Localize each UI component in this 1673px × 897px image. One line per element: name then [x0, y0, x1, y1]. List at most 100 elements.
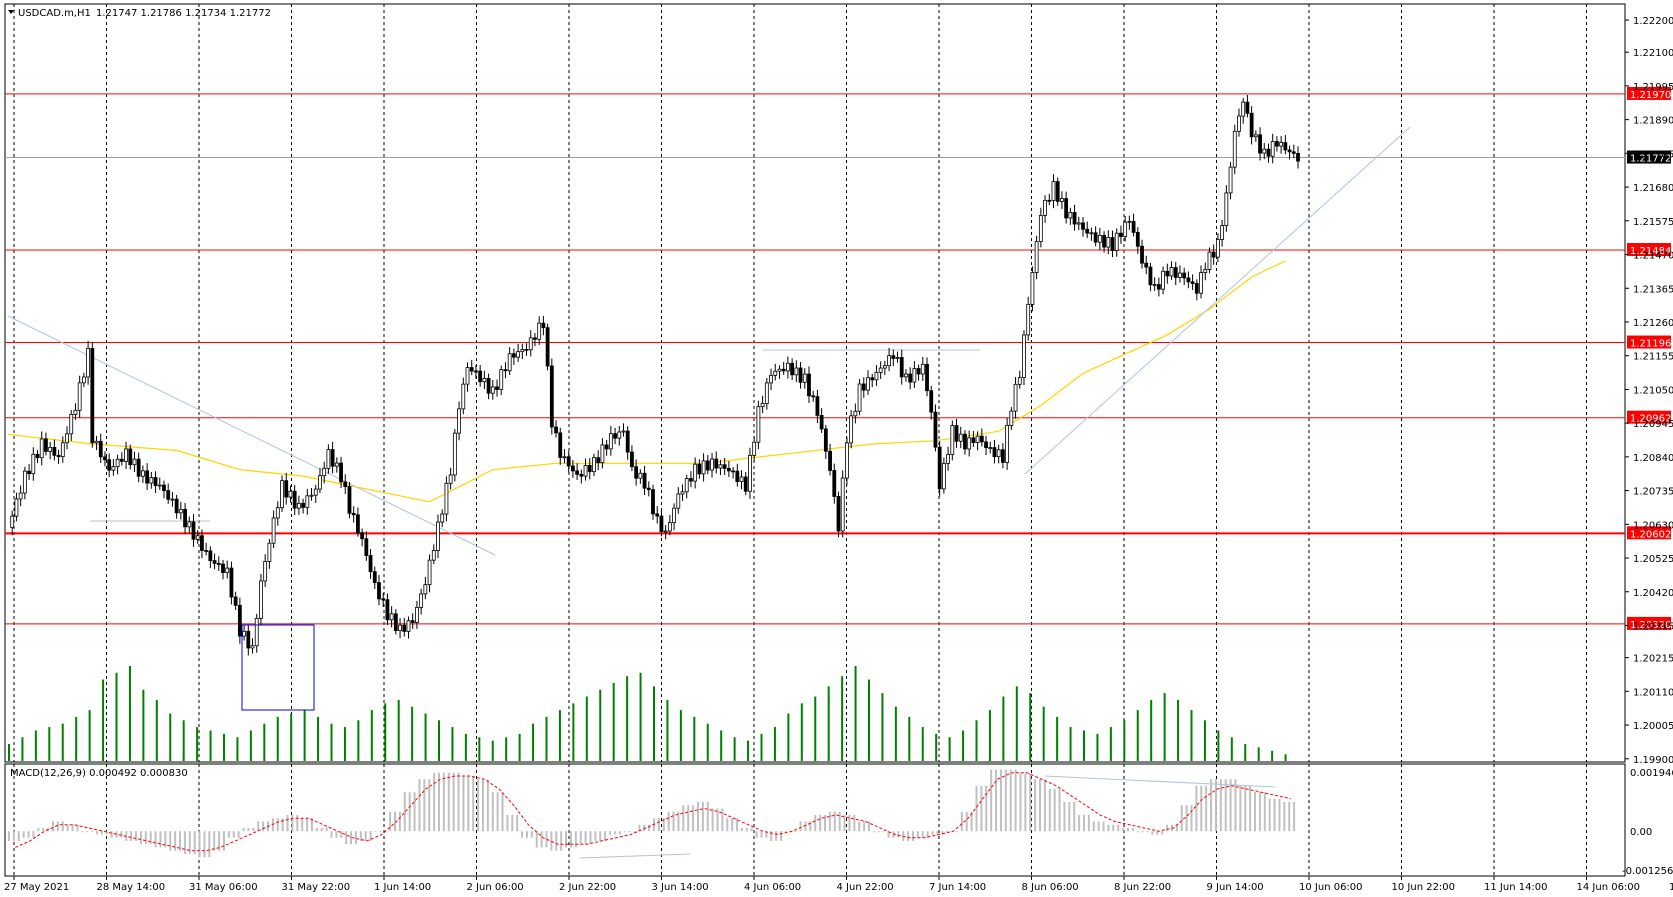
- macd-histogram-bar: [696, 801, 699, 832]
- candle-body: [874, 371, 879, 381]
- candle-body: [642, 472, 647, 489]
- candle-body: [1022, 334, 1026, 378]
- macd-histogram-bar: [301, 818, 304, 832]
- macd-histogram-bar: [1034, 779, 1037, 832]
- candle-body: [1241, 101, 1246, 117]
- candle-body: [1076, 222, 1081, 225]
- candle-body: [1135, 232, 1140, 247]
- volume-bar: [1163, 693, 1166, 761]
- volume-bar: [209, 730, 212, 761]
- macd-histogram-bar: [1234, 779, 1237, 832]
- volume-bar: [894, 706, 897, 761]
- dropdown-triangle-icon[interactable]: [8, 10, 14, 14]
- ma-line: [7, 260, 1286, 503]
- candle-body: [533, 337, 537, 340]
- macd-histogram-bar: [701, 801, 704, 832]
- candle-body: [1026, 303, 1031, 336]
- candle-body: [170, 498, 175, 501]
- candle-body: [659, 515, 664, 533]
- macd-histogram-bar: [291, 814, 294, 832]
- macd-histogram-bar: [643, 824, 646, 832]
- candle-body: [845, 442, 849, 479]
- candle-body: [271, 517, 276, 544]
- candle-body: [634, 466, 639, 479]
- macd-histogram-bar: [965, 811, 968, 832]
- macd-histogram-bar: [721, 808, 724, 832]
- candle-body: [65, 433, 69, 444]
- candle-body: [689, 478, 693, 482]
- candle-body: [1114, 232, 1119, 251]
- macd-histogram-bar: [872, 831, 875, 833]
- macd-histogram-bar: [579, 831, 582, 845]
- candle-body: [1194, 283, 1199, 294]
- candle-body: [1119, 232, 1123, 237]
- macd-histogram-bar: [863, 821, 866, 832]
- candle-body: [326, 449, 331, 469]
- candle-body: [178, 508, 183, 514]
- macd-histogram-bar: [364, 831, 367, 841]
- candle-body: [1140, 245, 1144, 264]
- volume-bar: [585, 696, 588, 761]
- candle-body: [718, 464, 723, 469]
- level-tag: [1627, 243, 1671, 257]
- macd-histogram-bar: [1107, 824, 1110, 832]
- macd-histogram-bar: [506, 814, 509, 832]
- candle-body: [1178, 272, 1182, 278]
- candle-body: [250, 645, 255, 649]
- macd-histogram-bar: [1131, 827, 1134, 832]
- macd-tick-bottom: -0.001256: [1622, 866, 1673, 877]
- candle-body: [891, 355, 896, 359]
- candle-body: [777, 368, 782, 372]
- selection-box[interactable]: [241, 624, 315, 711]
- candle-body: [35, 453, 40, 459]
- candle-body: [10, 515, 15, 528]
- macd-histogram-bar: [1239, 785, 1242, 832]
- volume-bar: [303, 710, 306, 761]
- macd-histogram-bar: [555, 831, 558, 851]
- candle-body: [132, 458, 137, 466]
- candle-body: [967, 437, 972, 450]
- macd-histogram-bar: [1156, 831, 1159, 835]
- candle-body: [811, 395, 816, 398]
- macd-histogram-bar: [1244, 785, 1247, 832]
- volume-bar: [397, 699, 400, 761]
- volume-bar: [706, 723, 709, 761]
- volume-bar: [787, 713, 790, 761]
- candle-body: [726, 468, 731, 472]
- macd-histogram-bar: [1117, 824, 1120, 832]
- candle-body: [638, 472, 643, 479]
- candle-body: [571, 465, 575, 472]
- time-label: 1 Jun 14:00: [374, 882, 431, 893]
- candle-body: [899, 357, 904, 378]
- macd-histogram-bar: [1112, 824, 1115, 832]
- macd-histogram-bar: [418, 779, 421, 832]
- candle-body: [507, 353, 512, 372]
- candle-body: [701, 460, 706, 475]
- macd-histogram-bar: [354, 831, 357, 845]
- candle-body: [1253, 134, 1258, 138]
- macd-histogram-bar: [1205, 785, 1208, 832]
- macd-histogram-bar: [1293, 801, 1296, 832]
- macd-histogram-bar: [276, 818, 279, 832]
- candle-body: [166, 490, 171, 500]
- macd-histogram-bar: [452, 772, 455, 832]
- candle-body: [672, 507, 676, 524]
- macd-histogram-bar: [403, 792, 406, 832]
- candle-body: [1047, 199, 1052, 202]
- candle-body: [651, 489, 655, 515]
- level-tag: [1627, 410, 1671, 424]
- macd-histogram-bar: [975, 785, 978, 832]
- macd-histogram-bar: [1210, 779, 1213, 832]
- candle-body: [1085, 228, 1090, 234]
- macd-histogram-bar: [687, 805, 690, 832]
- volume-bar: [276, 716, 279, 761]
- macd-histogram-bar: [144, 831, 147, 845]
- macd-histogram-bar: [819, 814, 822, 832]
- candle-body: [288, 490, 293, 498]
- time-label: 2 Jun 22:00: [559, 882, 616, 893]
- macd-histogram-bar: [916, 831, 919, 838]
- candle-body: [1005, 424, 1010, 463]
- macd-histogram-bar: [149, 831, 152, 845]
- candle-body: [162, 484, 166, 492]
